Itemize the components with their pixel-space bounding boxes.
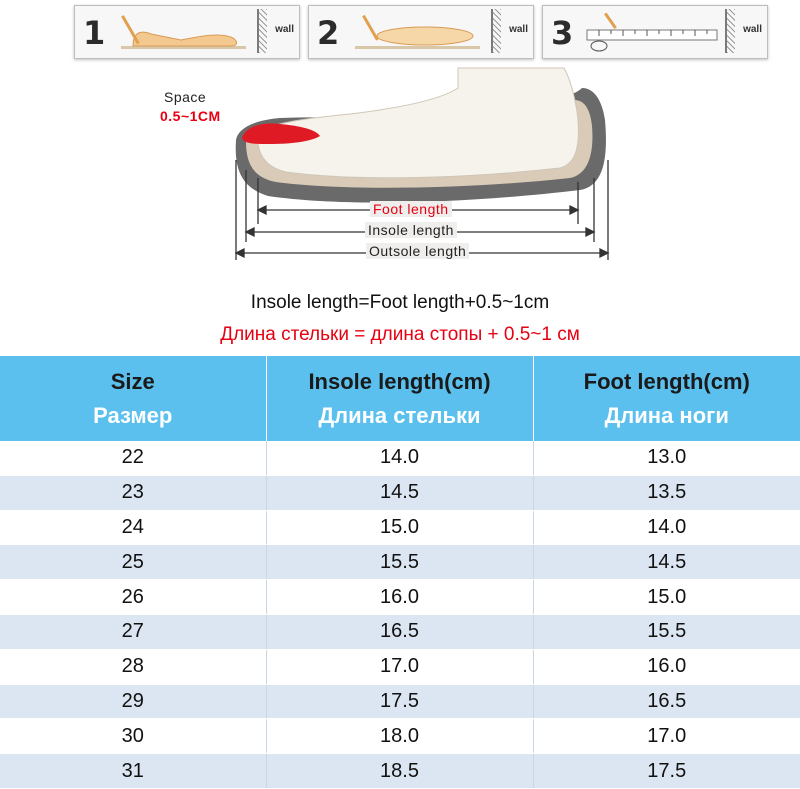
size-cell: 28 [0, 649, 266, 684]
foot-cell: 16.0 [533, 649, 800, 684]
foot-on-paper-icon [111, 10, 251, 54]
size-cell: 29 [0, 684, 266, 719]
step-number: 3 [551, 14, 573, 52]
insole-cell: 16.0 [266, 580, 533, 615]
space-label: Space [164, 89, 206, 105]
table-row: 26 16.0 15.0 [0, 580, 800, 615]
table-row: 25 15.5 14.5 [0, 545, 800, 580]
insole-cell: 17.5 [266, 684, 533, 719]
insole-cell: 15.0 [266, 510, 533, 545]
insole-length-label: Insole length [365, 222, 457, 238]
foot-length-label: Foot length [370, 201, 452, 217]
size-cell: 23 [0, 475, 266, 510]
formula-russian: Длина стельки = длина стопы + 0.5~1 см [0, 324, 800, 346]
insole-cell: 15.5 [266, 545, 533, 580]
wall-hatch [727, 9, 735, 53]
measuring-steps: 1 wall 2 wall 3 [74, 5, 766, 59]
foot-outline-icon [345, 10, 485, 54]
insole-cell: 14.0 [266, 441, 533, 475]
header-insole-length: Insole length(cm) Длина стельки [266, 356, 533, 441]
size-cell: 30 [0, 719, 266, 754]
formula-english: Insole length=Foot length+0.5~1cm [0, 292, 800, 314]
header-label-ru: Размер [0, 399, 266, 433]
table-row: 27 16.5 15.5 [0, 614, 800, 649]
header-label-en: Size [0, 365, 266, 399]
step-number: 1 [83, 14, 105, 52]
table-row: 29 17.5 16.5 [0, 684, 800, 719]
table-row: 28 17.0 16.0 [0, 649, 800, 684]
size-table: Size Размер Insole length(cm) Длина стел… [0, 356, 800, 789]
insole-cell: 17.0 [266, 649, 533, 684]
size-cell: 22 [0, 441, 266, 475]
shoe-diagram [150, 60, 630, 270]
foot-cell: 14.0 [533, 510, 800, 545]
foot-cell: 13.0 [533, 441, 800, 475]
foot-cell: 16.5 [533, 684, 800, 719]
foot-cell: 17.0 [533, 719, 800, 754]
space-value: 0.5~1CM [160, 108, 221, 124]
wall-label: wall [743, 24, 762, 35]
wall-hatch [259, 9, 267, 53]
wall-label: wall [509, 24, 528, 35]
table-row: 30 18.0 17.0 [0, 719, 800, 754]
insole-cell: 16.5 [266, 614, 533, 649]
size-cell: 25 [0, 545, 266, 580]
foot-cell: 14.5 [533, 545, 800, 580]
header-label-en: Foot length(cm) [534, 365, 800, 399]
table-row: 31 18.5 17.5 [0, 754, 800, 789]
header-label-ru: Длина ноги [534, 399, 800, 433]
size-cell: 31 [0, 754, 266, 789]
header-label-en: Insole length(cm) [267, 365, 533, 399]
insole-cell: 14.5 [266, 475, 533, 510]
header-foot-length: Foot length(cm) Длина ноги [533, 356, 800, 441]
foot-cell: 15.0 [533, 580, 800, 615]
table-row: 24 15.0 14.0 [0, 510, 800, 545]
wall-hatch [493, 9, 501, 53]
size-cell: 26 [0, 580, 266, 615]
table-row: 23 14.5 13.5 [0, 475, 800, 510]
foot-cell: 15.5 [533, 614, 800, 649]
table-header-row: Size Размер Insole length(cm) Длина стел… [0, 356, 800, 441]
ruler-icon [579, 10, 719, 54]
insole-cell: 18.0 [266, 719, 533, 754]
insole-cell: 18.5 [266, 754, 533, 789]
foot-cell: 17.5 [533, 754, 800, 789]
step-number: 2 [317, 14, 339, 52]
step-3-panel: 3 wall [542, 5, 768, 59]
size-cell: 24 [0, 510, 266, 545]
header-label-ru: Длина стельки [267, 399, 533, 433]
step-1-panel: 1 wall [74, 5, 300, 59]
header-size: Size Размер [0, 356, 266, 441]
step-2-panel: 2 wall [308, 5, 534, 59]
wall-label: wall [275, 24, 294, 35]
size-cell: 27 [0, 614, 266, 649]
table-row: 22 14.0 13.0 [0, 441, 800, 475]
outsole-length-label: Outsole length [366, 243, 469, 259]
foot-cell: 13.5 [533, 475, 800, 510]
